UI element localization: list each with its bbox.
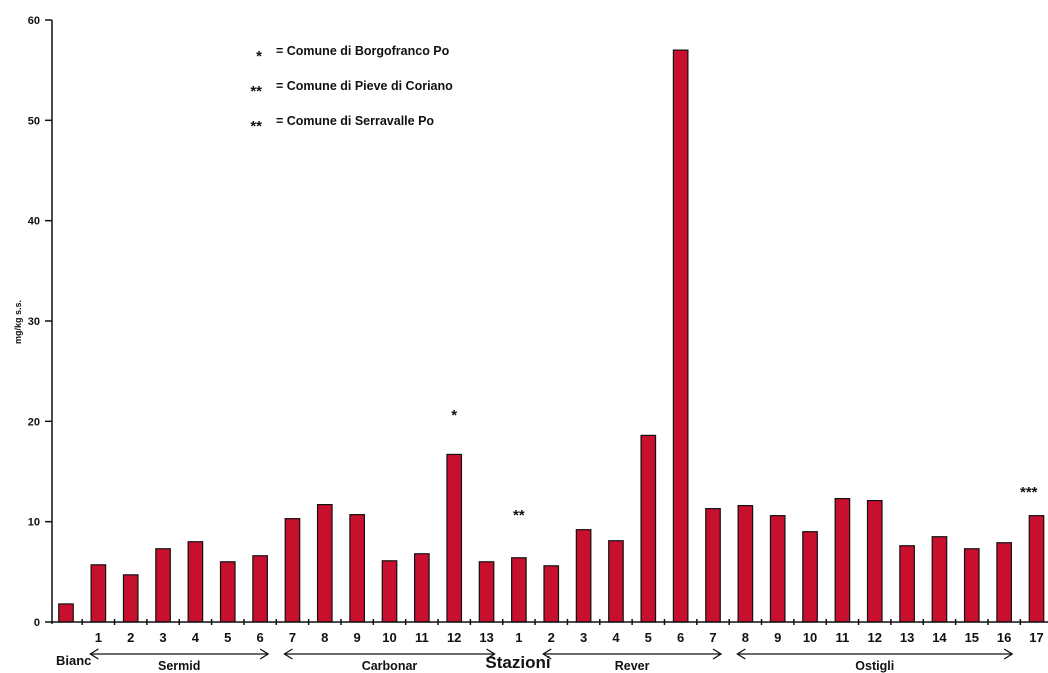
group-label: Sermid — [158, 659, 200, 673]
annotations: ****** — [451, 407, 1037, 524]
x-tick-label: 15 — [965, 630, 979, 645]
x-tick-label: 5 — [645, 630, 652, 645]
x-tick-label: Bianc — [56, 653, 91, 668]
x-tick-label: 4 — [612, 630, 620, 645]
legend-marker: ** — [250, 118, 262, 135]
group-arrow-head-left — [283, 648, 293, 660]
bar — [349, 514, 365, 623]
bar — [58, 603, 74, 623]
bar — [608, 540, 624, 623]
y-axis: 0 10 20 30 40 50 60 — [28, 15, 53, 629]
x-tick-label: 5 — [224, 630, 231, 645]
group-arrow-head-left — [89, 648, 99, 660]
x-tick-label: 1 — [515, 630, 522, 645]
bar — [834, 497, 851, 623]
legend: * = Comune di Borgofranco Po ** = Comune di… — [250, 44, 453, 135]
bar — [672, 49, 689, 623]
bar — [219, 561, 236, 623]
group-arrow-head-left — [736, 648, 746, 660]
bar — [187, 541, 204, 623]
bar — [769, 515, 786, 623]
legend-text: = Comune di Pieve di Coriano — [276, 79, 453, 93]
bar — [414, 553, 430, 623]
legend-marker: * — [256, 48, 262, 65]
x-tick-label: 11 — [415, 630, 429, 645]
bar — [705, 508, 721, 623]
bar-annotation: * — [451, 407, 457, 424]
group-arrow-head-right — [486, 648, 496, 660]
bar — [866, 499, 883, 623]
x-tick-label: 11 — [836, 630, 850, 645]
x-tick-label: 13 — [900, 630, 914, 645]
x-tick-label: 16 — [997, 630, 1011, 645]
y-axis-title: mg/kg s.s. — [13, 300, 23, 344]
x-tick-label: 17 — [1029, 630, 1043, 645]
bar — [446, 453, 463, 623]
group-label: Rever — [615, 659, 650, 673]
group-arrow-head-right — [259, 648, 270, 660]
y-tick-label: 30 — [28, 316, 40, 328]
x-tick-label: 2 — [127, 630, 134, 645]
bar — [802, 531, 818, 623]
bar — [252, 555, 268, 623]
bar — [931, 536, 948, 623]
bar — [478, 561, 495, 623]
group-arrow-head-right — [712, 648, 723, 660]
x-tick-label: 2 — [548, 630, 555, 645]
group-label: Ostigli — [855, 659, 894, 673]
y-tick-label: 20 — [28, 416, 40, 428]
bar — [737, 505, 754, 623]
x-tick-label: 12 — [447, 630, 461, 645]
group-arrow-head-right — [1003, 648, 1014, 660]
bar — [899, 545, 915, 623]
bar — [511, 557, 527, 623]
group-arrow-head-left — [542, 648, 552, 660]
bar — [122, 574, 139, 623]
x-tick-label: 12 — [868, 630, 882, 645]
x-tick-label: 9 — [774, 630, 781, 645]
bar — [1028, 515, 1045, 623]
x-tick-label: 13 — [479, 630, 493, 645]
x-tick-label: 8 — [742, 630, 749, 645]
y-tick-label: 0 — [34, 617, 40, 629]
y-tick-label: 10 — [28, 517, 40, 529]
x-tick-label: 4 — [192, 630, 200, 645]
bar — [284, 518, 301, 623]
bars — [58, 49, 1045, 623]
bar — [543, 565, 560, 623]
bar — [963, 548, 980, 623]
bar — [575, 529, 592, 623]
x-tick-label: 10 — [803, 630, 817, 645]
legend-text: = Comune di Borgofranco Po — [276, 44, 450, 58]
x-tick-label: 6 — [256, 630, 263, 645]
bar — [90, 564, 107, 623]
x-tick-label: 7 — [289, 630, 296, 645]
x-tick-label: 14 — [932, 630, 947, 645]
bar — [640, 434, 657, 623]
legend-marker: ** — [250, 83, 262, 100]
y-tick-label: 40 — [28, 216, 40, 228]
x-tick-label: 3 — [159, 630, 166, 645]
x-axis-title: Stazioni — [485, 653, 550, 672]
x-tick-label: 6 — [677, 630, 684, 645]
legend-text: = Comune di Serravalle Po — [276, 114, 434, 128]
x-tick-label: 8 — [321, 630, 328, 645]
station-groups: Sermid Carbonar Rever Ostigli — [89, 648, 1014, 673]
y-tick-label: 60 — [28, 15, 40, 27]
x-tick-label: 10 — [382, 630, 396, 645]
bar — [996, 542, 1013, 623]
x-tick-label: 9 — [354, 630, 361, 645]
x-tick-label: 3 — [580, 630, 587, 645]
group-label: Carbonar — [362, 659, 418, 673]
bar-annotation: *** — [1020, 484, 1038, 501]
x-tick-label: 1 — [95, 630, 102, 645]
bar — [155, 548, 171, 623]
bar — [381, 560, 398, 623]
bar-annotation: ** — [513, 507, 525, 524]
x-tick-label: 7 — [709, 630, 716, 645]
y-tick-label: 50 — [28, 115, 40, 127]
bar — [316, 504, 333, 623]
